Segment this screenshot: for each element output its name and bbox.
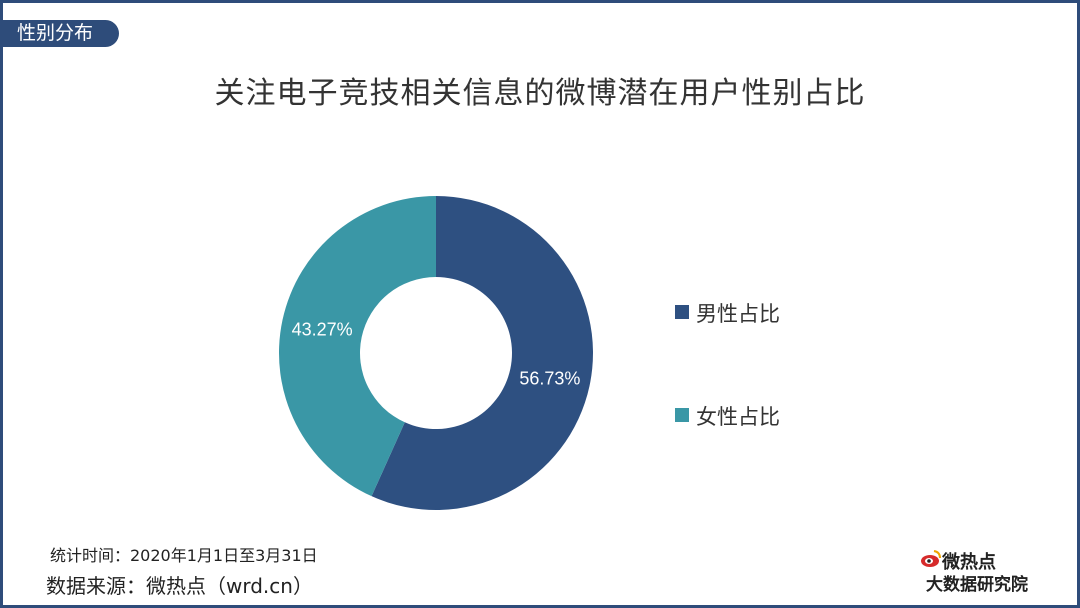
legend-label-female: 女性占比 <box>696 405 780 429</box>
legend-swatch-female <box>675 408 689 422</box>
stat-period: 统计时间：2020年1月1日至3月31日 <box>50 546 318 565</box>
donut-slice-male <box>371 196 593 510</box>
legend-label-male: 男性占比 <box>696 302 780 326</box>
data-label-male: 56.73% <box>519 368 580 388</box>
section-tag: 性别分布 <box>3 20 119 47</box>
donut-slice-female <box>278 196 436 497</box>
logo-brand: 微热点 <box>942 552 996 573</box>
data-source: 数据来源：微热点（wrd.cn） <box>46 574 313 598</box>
logo-subtitle: 大数据研究院 <box>926 575 1028 595</box>
legend-swatch-male <box>675 305 689 319</box>
data-label-female: 43.27% <box>292 320 353 340</box>
logo: 微热点 大数据研究院 <box>920 548 1050 595</box>
weibo-eye-icon <box>921 550 941 567</box>
chart-title: 关注电子竞技相关信息的微博潜在用户性别占比 <box>214 76 866 111</box>
